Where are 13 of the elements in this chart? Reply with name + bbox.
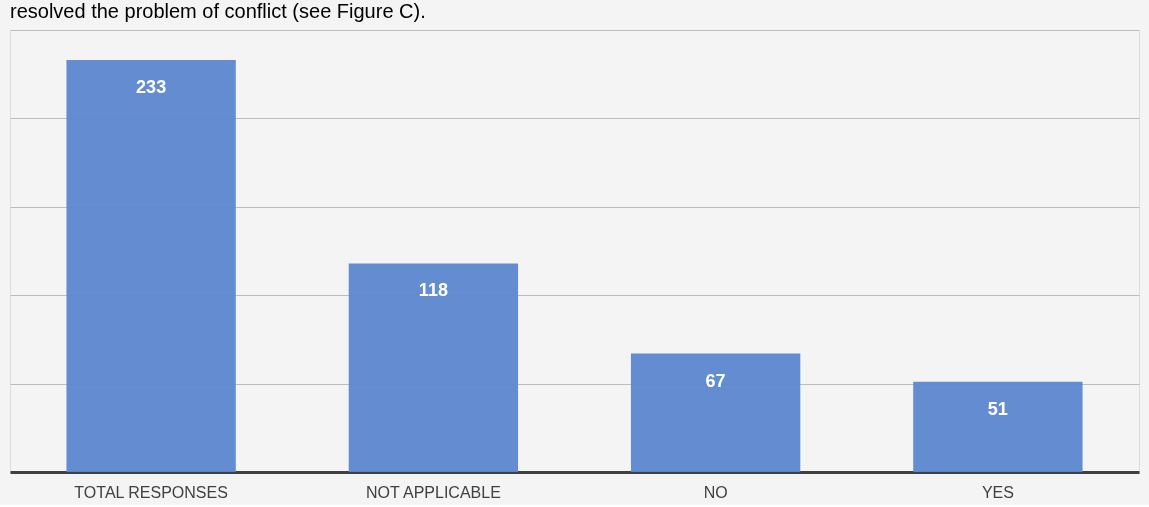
bar [66,60,236,472]
x-tick-label: TOTAL RESPONSES [74,483,228,501]
x-tick-label: YES [981,483,1014,501]
x-tick-label: NO [703,483,728,501]
data-label: 51 [987,398,1008,419]
data-label: 118 [418,280,448,301]
data-label: 233 [136,77,167,98]
x-tick-label: NOT APPLICABLE [365,483,501,501]
text: resolved the problem of conflict (see Figure C). [10,0,426,22]
bar [348,263,519,472]
data-label: 67 [705,370,726,391]
bar [913,381,1083,472]
bar [630,353,801,472]
